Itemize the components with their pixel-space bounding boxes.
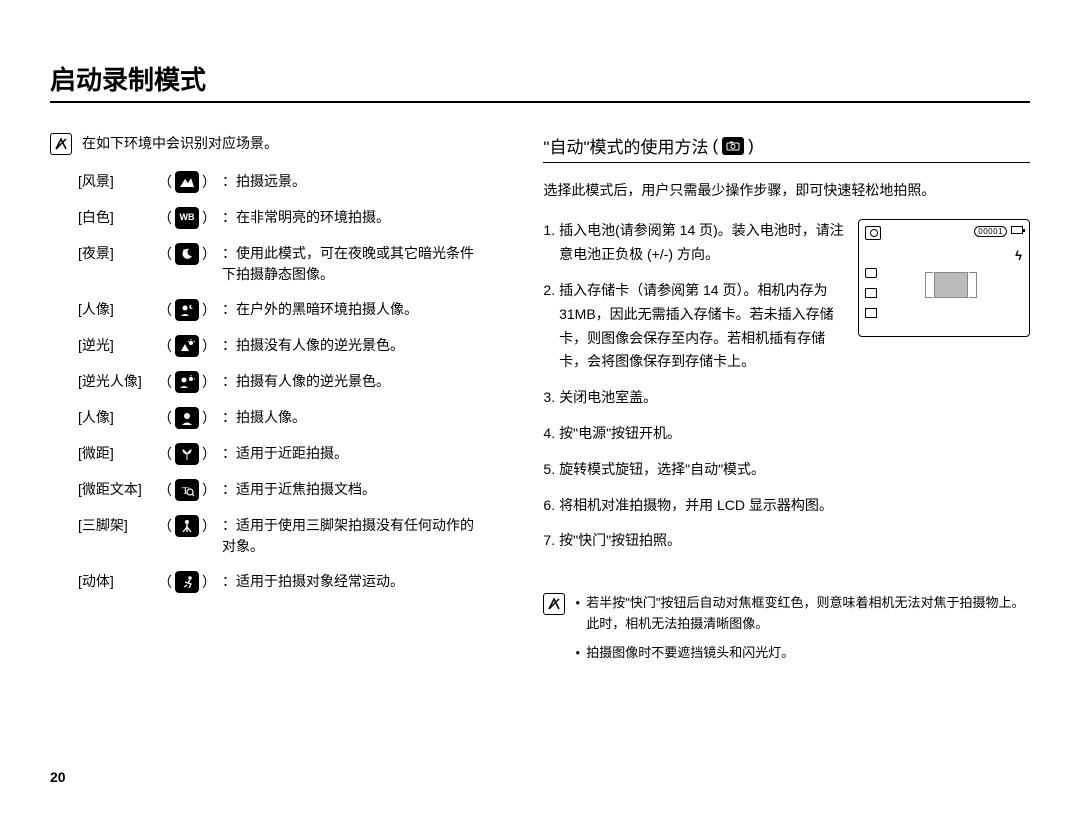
- lcd-flash-icon: ϟ: [1015, 248, 1022, 263]
- lcd-screen-illustration: 00001 ϟ: [858, 219, 1030, 337]
- auto-mode-intro: 选择此模式后，用户只需最少操作步骤，即可快速轻松地拍照。: [543, 179, 1030, 201]
- scene-description: ：在非常明亮的环境拍摄。: [222, 207, 390, 228]
- scene-row: [微距]（） ：适用于近距拍摄。: [78, 443, 513, 465]
- section-title: "自动"模式的使用方法 ( ): [543, 133, 1030, 163]
- left-column: 在如下环境中会识别对应场景。 [风景]（）：拍摄远景。[白色]（WB）：在非常明…: [50, 133, 513, 672]
- scene-description: ：拍摄有人像的逆光景色。: [222, 371, 390, 392]
- scene-row: [逆光人像]（） ：拍摄有人像的逆光景色。: [78, 371, 513, 393]
- portrait-icon: [175, 407, 199, 429]
- scene-description: ：拍摄人像。: [222, 407, 306, 428]
- action-icon: [175, 571, 199, 593]
- lcd-camera-icon: [865, 226, 881, 240]
- scene-label: [人像]: [78, 299, 158, 320]
- scene-row: [动体]（） ：适用于拍摄对象经常运动。: [78, 571, 513, 593]
- scene-icon-group: （）: [158, 299, 216, 321]
- svg-text:T: T: [182, 485, 189, 497]
- scene-icon-group: （）: [158, 571, 216, 593]
- scene-description: ：在户外的黑暗环境拍摄人像。: [222, 299, 418, 320]
- scene-description: ：适用于近距拍摄。: [222, 443, 348, 464]
- step-item: 4.按"电源"按钮开机。: [543, 422, 844, 446]
- moon-icon: [175, 243, 199, 265]
- scene-row: [人像]（） ：在户外的黑暗环境拍摄人像。: [78, 299, 513, 321]
- scene-row: [夜景]（） ：使用此模式，可在夜晚或其它暗光条件下拍摄静态图像。: [78, 243, 513, 285]
- tip-item: 拍摄图像时不要遮挡镜头和闪光灯。: [575, 643, 1030, 664]
- tripod-icon: [175, 515, 199, 537]
- scene-row: [三脚架]（） ：适用于使用三脚架拍摄没有任何动作的对象。: [78, 515, 513, 557]
- macro-icon: [175, 443, 199, 465]
- step-item: 7.按"快门"按钮拍照。: [543, 529, 844, 553]
- scene-icon-group: （）: [158, 407, 216, 429]
- backlight-icon: [175, 335, 199, 357]
- scene-label: [白色]: [78, 207, 158, 228]
- scene-icon-group: （WB）: [158, 207, 216, 229]
- steps-list: 1.插入电池(请参阅第 14 页)。装入电池时，请注意电池正负极 (+/-) 方…: [543, 219, 844, 565]
- scene-icon-group: （）: [158, 243, 216, 265]
- scene-row: [逆光]（） ：拍摄没有人像的逆光景色。: [78, 335, 513, 357]
- scene-label: [夜景]: [78, 243, 158, 264]
- step-item: 1.插入电池(请参阅第 14 页)。装入电池时，请注意电池正负极 (+/-) 方…: [543, 219, 844, 267]
- step-item: 3.关闭电池室盖。: [543, 386, 844, 410]
- page-number: 20: [50, 769, 66, 785]
- camera-mode-icon: [722, 137, 744, 155]
- lcd-card-icon: [865, 308, 877, 318]
- scene-label: [动体]: [78, 571, 158, 592]
- note-icon: [50, 133, 72, 155]
- scene-label: [人像]: [78, 407, 158, 428]
- page-title: 启动录制模式: [50, 60, 1030, 103]
- step-item: 5.旋转模式旋钮，选择"自动"模式。: [543, 458, 844, 482]
- night-portrait-icon: [175, 299, 199, 321]
- scene-label: [风景]: [78, 171, 158, 192]
- scene-label: [微距]: [78, 443, 158, 464]
- scene-description: ：拍摄没有人像的逆光景色。: [222, 335, 404, 356]
- focus-bracket-left: [925, 272, 933, 298]
- scene-description: ：适用于拍摄对象经常运动。: [222, 571, 404, 592]
- scene-row: [白色]（WB） ：在非常明亮的环境拍摄。: [78, 207, 513, 229]
- scene-row: [微距文本]（T） ：适用于近焦拍摄文档。: [78, 479, 513, 501]
- scene-label: [逆光]: [78, 335, 158, 356]
- step-item: 6.将相机对准拍摄物，并用 LCD 显示器构图。: [543, 494, 844, 518]
- scene-description: ：适用于近焦拍摄文档。: [222, 479, 376, 500]
- tip-item: 若半按"快门"按钮后自动对焦框变红色，则意味着相机无法对焦于拍摄物上。此时，相机…: [575, 593, 1030, 635]
- scene-label: [微距文本]: [78, 479, 158, 500]
- macro-text-icon: T: [175, 479, 199, 501]
- scene-description: ：拍摄远景。: [222, 171, 306, 192]
- lcd-battery-icon: [1011, 226, 1023, 234]
- focus-area: [934, 272, 968, 298]
- mountain-icon: [175, 171, 199, 193]
- note-icon: [543, 593, 565, 615]
- scene-label: [三脚架]: [78, 515, 158, 536]
- lcd-size-icon: [865, 268, 877, 278]
- wb-icon: WB: [175, 207, 199, 229]
- lcd-counter: 00001: [974, 226, 1007, 237]
- scene-row: [风景]（） ：拍摄远景。: [78, 171, 513, 193]
- tips-block: 若半按"快门"按钮后自动对焦框变红色，则意味着相机无法对焦于拍摄物上。此时，相机…: [543, 593, 1030, 671]
- scene-row: [人像]（） ：拍摄人像。: [78, 407, 513, 429]
- scene-icon-group: （）: [158, 335, 216, 357]
- backlight-portrait-icon: [175, 371, 199, 393]
- scene-description: ：适用于使用三脚架拍摄没有任何动作的对象。: [222, 515, 482, 557]
- scene-label: [逆光人像]: [78, 371, 158, 392]
- step-item: 2.插入存储卡（请参阅第 14 页）。相机内存为 31MB，因此无需插入存储卡。…: [543, 279, 844, 374]
- scene-icon-group: （）: [158, 171, 216, 193]
- lcd-quality-icon: [865, 288, 877, 298]
- scene-intro: 在如下环境中会识别对应场景。: [82, 133, 278, 153]
- right-column: "自动"模式的使用方法 ( ) 选择此模式后，用户只需最少操作步骤，即可快速轻松…: [543, 133, 1030, 672]
- scene-icon-group: （）: [158, 443, 216, 465]
- scene-icon-group: （）: [158, 515, 216, 537]
- focus-bracket-right: [969, 272, 977, 298]
- scene-icon-group: （T）: [158, 479, 216, 501]
- scene-icon-group: （）: [158, 371, 216, 393]
- scene-description: ：使用此模式，可在夜晚或其它暗光条件下拍摄静态图像。: [222, 243, 482, 285]
- scene-table: [风景]（）：拍摄远景。[白色]（WB）：在非常明亮的环境拍摄。[夜景]（）：使…: [50, 171, 513, 593]
